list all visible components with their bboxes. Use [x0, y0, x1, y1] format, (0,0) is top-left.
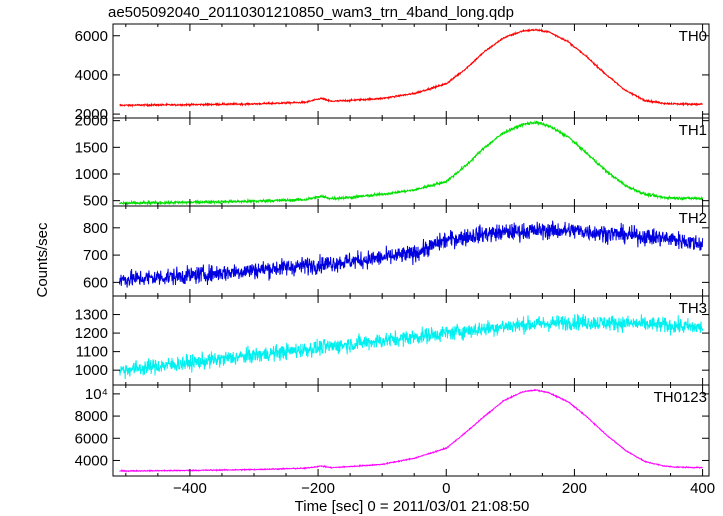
- panel-th0123: 4000 6000 8000 10⁴ TH0123: [75, 384, 710, 477]
- y-tick-label: 2000: [75, 106, 108, 123]
- x-tick-label: 400: [690, 480, 715, 497]
- y-tick-label: 10⁴: [85, 386, 108, 403]
- y-tick-label: 4000: [75, 67, 108, 84]
- panel-th0: 2000 4000 6000 TH0: [75, 23, 710, 123]
- panel-label-th1: TH1: [679, 122, 707, 139]
- y-tick-label: 800: [83, 220, 108, 237]
- panel-label-th0123: TH0123: [654, 389, 707, 406]
- y-tick-label: 500: [83, 193, 108, 210]
- panel-frame: [112, 117, 710, 207]
- x-tick-labels: −400 −200 0 200 400: [173, 480, 715, 497]
- y-tick-label: 1000: [75, 362, 108, 379]
- y-tick-label: 8000: [75, 408, 108, 425]
- panel-frame: [112, 384, 710, 477]
- panels-layer: 2000 4000 6000 TH0 500 1000 1500 2000 TH1 600 700 8…: [75, 23, 710, 477]
- panel-th2: 600 700 800 TH2: [83, 205, 710, 297]
- y-tick-label: 6000: [75, 28, 108, 45]
- y-tick-label: 4000: [75, 452, 108, 469]
- x-tick-label: 200: [562, 480, 587, 497]
- x-tick-label: −400: [173, 480, 207, 497]
- y-tick-label: 2000: [75, 113, 108, 130]
- x-tick-label: 0: [442, 480, 450, 497]
- y-tick-label: 1000: [75, 166, 108, 183]
- y-tick-label: 1500: [75, 139, 108, 156]
- series-line-th1: [118, 119, 704, 206]
- y-tick-label: 6000: [75, 430, 108, 447]
- y-axis-label: Counts/sec: [34, 222, 51, 298]
- series-line-th2: [118, 220, 704, 288]
- y-tick-label: 1200: [75, 325, 108, 342]
- series-line-th0123: [119, 388, 703, 473]
- x-tick-label: −200: [301, 480, 335, 497]
- y-tick-label: 600: [83, 274, 108, 291]
- series-line-th0: [119, 27, 704, 108]
- series-line-th3: [118, 313, 704, 380]
- panel-th1: 500 1000 1500 2000 TH1: [75, 113, 710, 210]
- y-tick-label: 1100: [76, 344, 108, 361]
- panel-label-th2: TH2: [679, 210, 707, 227]
- x-axis-label: Time [sec] 0 = 2011/03/01 21:08:50: [295, 498, 530, 515]
- chart-title: ae505092040_20110301210850_wam3_trn_4ban…: [108, 4, 514, 21]
- y-tick-label: 1300: [75, 307, 108, 324]
- panel-frame: [112, 23, 710, 119]
- panel-label-th3: TH3: [679, 300, 707, 317]
- y-tick-label: 700: [83, 247, 108, 264]
- panel-label-th0: TH0: [679, 28, 707, 45]
